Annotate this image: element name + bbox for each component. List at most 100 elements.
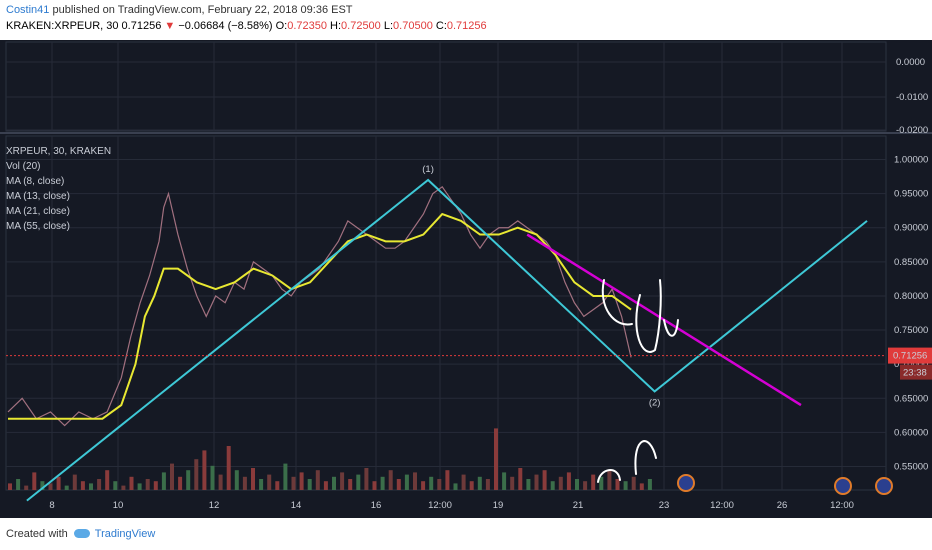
ma-yellow-line: [8, 212, 632, 420]
volume-bar: [518, 468, 523, 490]
volume-bar: [348, 479, 353, 490]
volume-bar: [542, 470, 547, 490]
countdown-badge: [900, 364, 932, 380]
volume-bar: [40, 481, 45, 490]
volume-bar: [583, 481, 588, 490]
wave-label: (2): [649, 397, 661, 408]
volume-bar: [534, 474, 539, 490]
volume-bar: [485, 479, 490, 490]
volume-bar: [421, 481, 426, 490]
hand-drawn-stroke: [601, 279, 633, 326]
volume-bar: [121, 485, 126, 490]
x-tick-label: 19: [493, 500, 504, 511]
volume-bar: [607, 470, 612, 490]
author-link[interactable]: Costin41: [6, 4, 50, 16]
chart-canvas[interactable]: 8 10 12 14 16 12:00 19 21 23 12:00 26 12:00 1.00000 0…: [0, 40, 932, 518]
volume-bar: [437, 479, 442, 490]
volume-bar: [631, 476, 636, 490]
x-tick-label: 10: [113, 500, 124, 511]
volume-bar: [526, 479, 531, 490]
chart-header: Costin41 published on TradingView.com, F…: [0, 0, 932, 40]
price-tick-label: 0.90000: [894, 223, 928, 234]
volume-bar: [145, 479, 150, 490]
open-value: 0.72350: [287, 20, 327, 32]
wave-label: (1): [422, 164, 434, 175]
price-tick-label: 0.55000: [894, 462, 928, 473]
legend-item-ma13: MA (13, close): [6, 191, 70, 202]
volume-bar: [550, 481, 555, 490]
legend-item-ma8: MA (8, close): [6, 176, 65, 187]
high-label: H:: [330, 20, 342, 32]
volume-bar: [178, 476, 183, 490]
last-price: 0.71256: [121, 20, 162, 32]
indicator-legend: XRPEUR, 30, KRAKEN Vol (20) MA (8, close…: [6, 144, 111, 234]
volume-bar: [275, 481, 280, 490]
volume-bar: [469, 481, 474, 490]
volume-bar: [32, 472, 37, 490]
volume-bar: [356, 474, 361, 490]
volume-bar: [477, 476, 482, 490]
footer-text: Created with TradingView: [6, 528, 155, 540]
legend-item-volume: Vol (20): [6, 161, 41, 172]
volume-bar: [16, 479, 21, 490]
volume-bar: [251, 468, 255, 490]
footer: Created with TradingView: [0, 518, 932, 550]
event-marker-icon: [677, 474, 695, 492]
volume-bar: [340, 472, 345, 490]
volume-bar: [413, 472, 417, 490]
volume-bar: [315, 470, 320, 490]
x-tick-label: 12:00: [710, 500, 734, 511]
indicator-tick-label: 0.0000: [896, 57, 925, 68]
volume-bar: [494, 428, 498, 490]
volume-bar: [170, 463, 174, 490]
volume-bar: [591, 474, 596, 490]
created-with-label: Created with: [6, 528, 68, 540]
low-value: 0.70500: [393, 20, 433, 32]
volume-bar: [8, 483, 12, 490]
volume-bar: [186, 470, 191, 490]
price-tick-label: 0.65000: [894, 393, 928, 404]
symbol-info-line: KRAKEN:XRPEUR, 30 0.71256 ▼ −0.06684 (−8…: [6, 20, 487, 32]
volume-bar: [380, 476, 385, 490]
event-marker-icon: [875, 477, 893, 495]
volume-bar: [332, 476, 336, 490]
volume-bar: [226, 446, 231, 490]
volume-bar: [113, 481, 118, 490]
legend-item-ma21: MA (21, close): [6, 206, 70, 217]
volume-bar: [364, 468, 369, 490]
price-tick-label: 0.60000: [894, 427, 928, 438]
volume-bar: [461, 474, 466, 490]
price-tick-label: 0.95000: [894, 189, 928, 200]
hand-drawn-stroke: [663, 319, 679, 337]
volume-bar: [283, 463, 288, 490]
high-value: 0.72500: [341, 20, 381, 32]
tradingview-logo-icon: [73, 529, 90, 538]
volume-bar: [396, 479, 401, 490]
symbol-label: KRAKEN:XRPEUR, 30: [6, 20, 119, 32]
x-tick-label: 12:00: [428, 500, 452, 511]
volume-bar: [615, 479, 620, 490]
volume-bar: [599, 476, 604, 490]
tradingview-brand-link[interactable]: TradingView: [94, 528, 156, 540]
volume-bar: [299, 472, 304, 490]
volume-bar: [72, 474, 77, 490]
volume-bar: [202, 450, 207, 490]
volume-bar: [48, 483, 53, 490]
event-marker-icon: [834, 477, 852, 495]
volume-bar: [445, 470, 450, 490]
indicator-tick-label: -0.0100: [896, 92, 928, 103]
volume-bar: [307, 479, 312, 490]
x-tick-label: 23: [659, 500, 670, 511]
current-price-badge: [888, 347, 932, 364]
x-tick-label: 12:00: [830, 500, 854, 511]
volume-bar: [161, 472, 166, 490]
wave-trendline: [26, 178, 868, 502]
volume-bar: [510, 476, 515, 490]
chart-area[interactable]: 8 10 12 14 16 12:00 19 21 23 12:00 26 12:00 1.00000 0…: [0, 40, 932, 518]
volume-bar: [137, 483, 142, 490]
current-price-label: 0.71256: [893, 351, 927, 362]
volume-bar: [153, 481, 158, 490]
volume-bar: [80, 481, 85, 490]
volume-bar: [388, 470, 393, 490]
volume-bar: [259, 479, 264, 490]
